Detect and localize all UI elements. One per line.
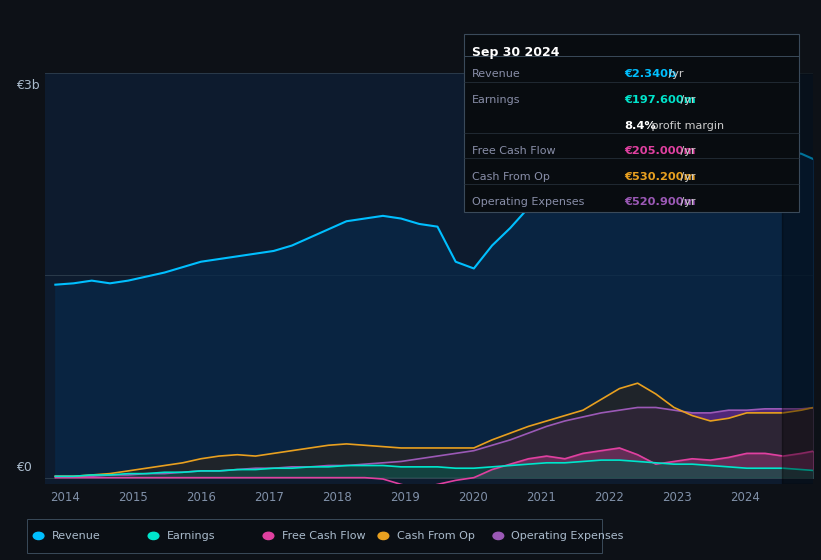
Text: Free Cash Flow: Free Cash Flow (472, 146, 556, 156)
Text: Earnings: Earnings (167, 531, 215, 541)
Text: /yr: /yr (677, 172, 695, 181)
Text: /yr: /yr (665, 69, 684, 80)
Text: Operating Expenses: Operating Expenses (472, 197, 585, 207)
Text: €2.340b: €2.340b (624, 69, 677, 80)
Text: €520.900m: €520.900m (624, 197, 695, 207)
Text: Revenue: Revenue (52, 531, 100, 541)
Text: Revenue: Revenue (472, 69, 521, 80)
Text: €197.600m: €197.600m (624, 95, 695, 105)
Text: Free Cash Flow: Free Cash Flow (282, 531, 365, 541)
Text: Operating Expenses: Operating Expenses (511, 531, 624, 541)
Text: /yr: /yr (677, 197, 695, 207)
Text: /yr: /yr (677, 146, 695, 156)
Text: /yr: /yr (677, 95, 695, 105)
Text: Earnings: Earnings (472, 95, 521, 105)
Text: Sep 30 2024: Sep 30 2024 (472, 46, 560, 59)
Text: Cash From Op: Cash From Op (472, 172, 550, 181)
Text: €530.200m: €530.200m (624, 172, 695, 181)
Text: Cash From Op: Cash From Op (397, 531, 475, 541)
Bar (782, 73, 821, 484)
Text: €205.000m: €205.000m (624, 146, 695, 156)
Text: profit margin: profit margin (648, 120, 724, 130)
Text: €0: €0 (16, 461, 32, 474)
Text: €3b: €3b (16, 79, 39, 92)
Text: 8.4%: 8.4% (624, 120, 656, 130)
